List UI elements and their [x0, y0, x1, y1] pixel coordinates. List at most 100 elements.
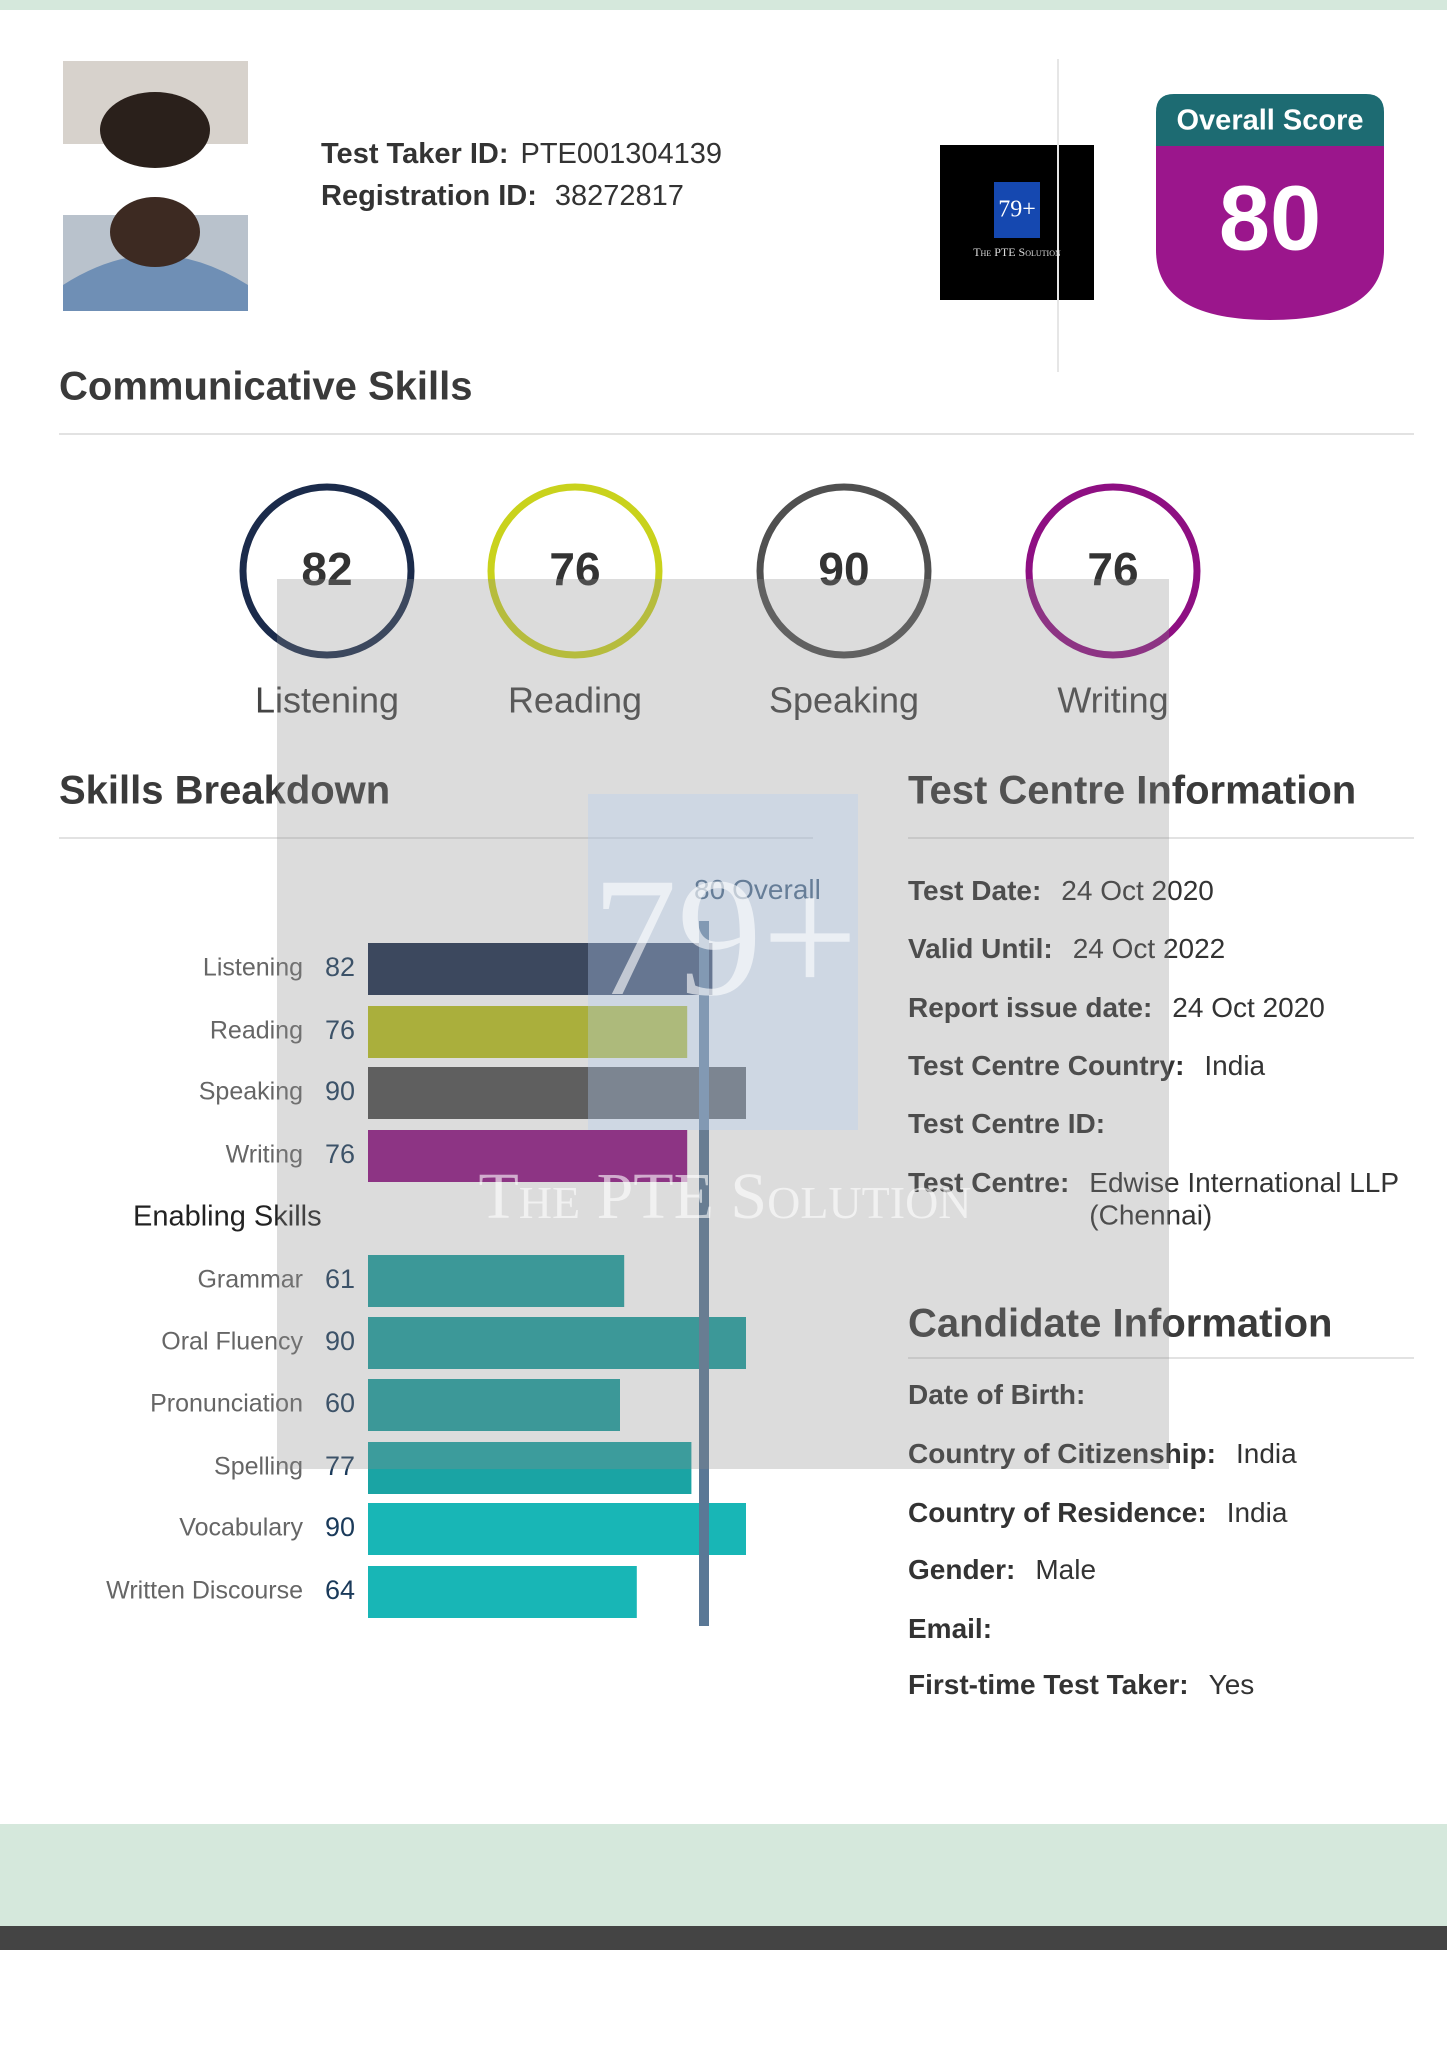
info-value: Yes — [1209, 1669, 1255, 1700]
watermark-overlay — [277, 579, 1169, 1469]
value: PTE001304139 — [520, 138, 722, 170]
info-label: Country of Citizenship: — [908, 1438, 1216, 1469]
info-value: India — [1227, 1497, 1288, 1528]
info-label: First-time Test Taker: — [908, 1669, 1189, 1700]
bar-value: 61 — [325, 1264, 355, 1294]
info-row: Test Centre Country: India — [908, 1050, 1266, 1081]
footer-bar — [0, 1926, 1447, 1950]
bar-label: Pronunciation — [150, 1390, 303, 1418]
watermark-tile — [588, 794, 858, 1130]
top-band — [0, 0, 1447, 10]
info-label: Gender: — [908, 1554, 1015, 1585]
info-row: Gender: Male — [908, 1554, 1096, 1585]
info-row: Country of Citizenship: India — [908, 1438, 1297, 1469]
info-label: Test Date: — [908, 875, 1041, 906]
info-row: Country of Residence: India — [908, 1497, 1288, 1528]
test-taker-id: Test Taker ID: PTE001304139 — [321, 138, 722, 170]
logo-tile — [994, 182, 1040, 238]
skill-score: 90 — [818, 543, 869, 595]
bar-label: Grammar — [197, 1266, 303, 1294]
info-label: Email: — [908, 1613, 992, 1644]
logo-mark: 79+ — [998, 197, 1036, 223]
overall-score: 80 — [1219, 167, 1321, 269]
info-label: Country of Residence: — [908, 1497, 1207, 1528]
bar-value: 77 — [325, 1451, 355, 1481]
bar-value: 76 — [325, 1015, 355, 1045]
info-label: Test Centre ID: — [908, 1108, 1105, 1139]
skill-ring — [487, 483, 663, 659]
group-label: Enabling Skills — [133, 1201, 322, 1233]
bar-label: Writing — [226, 1141, 303, 1169]
info-row: Email: — [908, 1613, 992, 1644]
info-row: Test Date: 24 Oct 2020 — [908, 875, 1214, 906]
skill-ring — [239, 483, 415, 659]
bar-label: Vocabulary — [179, 1514, 303, 1542]
info-row: Test Centre ID: — [908, 1108, 1105, 1139]
bar-label: Reading — [210, 1017, 303, 1045]
skill-score: 76 — [549, 543, 600, 595]
info-value: 24 Oct 2020 — [1172, 992, 1325, 1023]
watermark-brand: The PTE Solution — [478, 1160, 971, 1233]
info-value: Male — [1035, 1554, 1096, 1585]
info-value: 24 Oct 2022 — [1073, 933, 1226, 964]
section-title: Skills Breakdown — [59, 769, 390, 813]
overall-label: Overall Score — [1177, 105, 1364, 137]
info-value: Edwise International LLP — [1089, 1167, 1399, 1198]
bar-label: Written Discourse — [106, 1577, 303, 1605]
info-value: India — [1236, 1438, 1297, 1469]
section-title: Communicative Skills — [59, 365, 472, 409]
bar-label: Listening — [203, 954, 303, 982]
bar-value: 60 — [325, 1388, 355, 1418]
bar — [368, 1255, 625, 1307]
bar-value: 90 — [325, 1326, 355, 1356]
overall-badge — [1156, 146, 1384, 320]
skill-name: Reading — [508, 680, 642, 721]
info-row: Date of Birth: — [908, 1379, 1085, 1410]
info-row: Valid Until: 24 Oct 2022 — [908, 933, 1225, 964]
logo-brand: The PTE Solution — [973, 245, 1061, 259]
bar-label: Spelling — [214, 1453, 303, 1481]
bar — [368, 1503, 746, 1555]
info-row: Report issue date: 24 Oct 2020 — [908, 992, 1325, 1023]
info-row: First-time Test Taker: Yes — [908, 1669, 1254, 1700]
bar-label: Oral Fluency — [161, 1328, 303, 1356]
bar — [368, 1566, 637, 1618]
bar — [368, 1442, 692, 1494]
skill-name: Speaking — [769, 680, 919, 721]
registration-id: Registration ID: 38272817 — [321, 180, 684, 212]
reference-label: 80Overall — [694, 874, 821, 905]
reference-value: 80 — [694, 874, 725, 905]
bar-value: 90 — [325, 1076, 355, 1106]
overall-header — [1156, 94, 1384, 146]
info-row: Test Centre: Edwise International LLP — [908, 1167, 1399, 1198]
footer-band — [0, 1824, 1447, 1926]
bar-value: 76 — [325, 1139, 355, 1169]
label: Registration ID: — [321, 180, 537, 212]
skill-ring — [1025, 483, 1201, 659]
bar — [368, 1006, 688, 1058]
info-value: India — [1204, 1050, 1265, 1081]
info-value-line2: (Chennai) — [1089, 1199, 1212, 1230]
section-title: Test Centre Information — [908, 769, 1356, 813]
info-label: Valid Until: — [908, 933, 1053, 964]
skill-name: Listening — [255, 680, 399, 721]
bar-label: Speaking — [199, 1078, 303, 1106]
bar — [368, 1067, 746, 1119]
info-value: 24 Oct 2020 — [1061, 875, 1214, 906]
bar — [368, 943, 713, 995]
bar-value: 64 — [325, 1575, 355, 1605]
bar-value: 90 — [325, 1512, 355, 1542]
info-label: Test Centre Country: — [908, 1050, 1184, 1081]
skill-score: 82 — [301, 543, 352, 595]
skill-score: 76 — [1087, 543, 1138, 595]
bar — [368, 1317, 746, 1369]
skill-name: Writing — [1057, 680, 1168, 721]
label: Test Taker ID: — [321, 138, 508, 170]
reference-name: Overall — [732, 874, 821, 905]
skill-ring — [756, 483, 932, 659]
bar — [368, 1379, 620, 1431]
bar — [368, 1130, 688, 1182]
section-title: Candidate Information — [908, 1302, 1332, 1346]
photo — [63, 61, 248, 311]
